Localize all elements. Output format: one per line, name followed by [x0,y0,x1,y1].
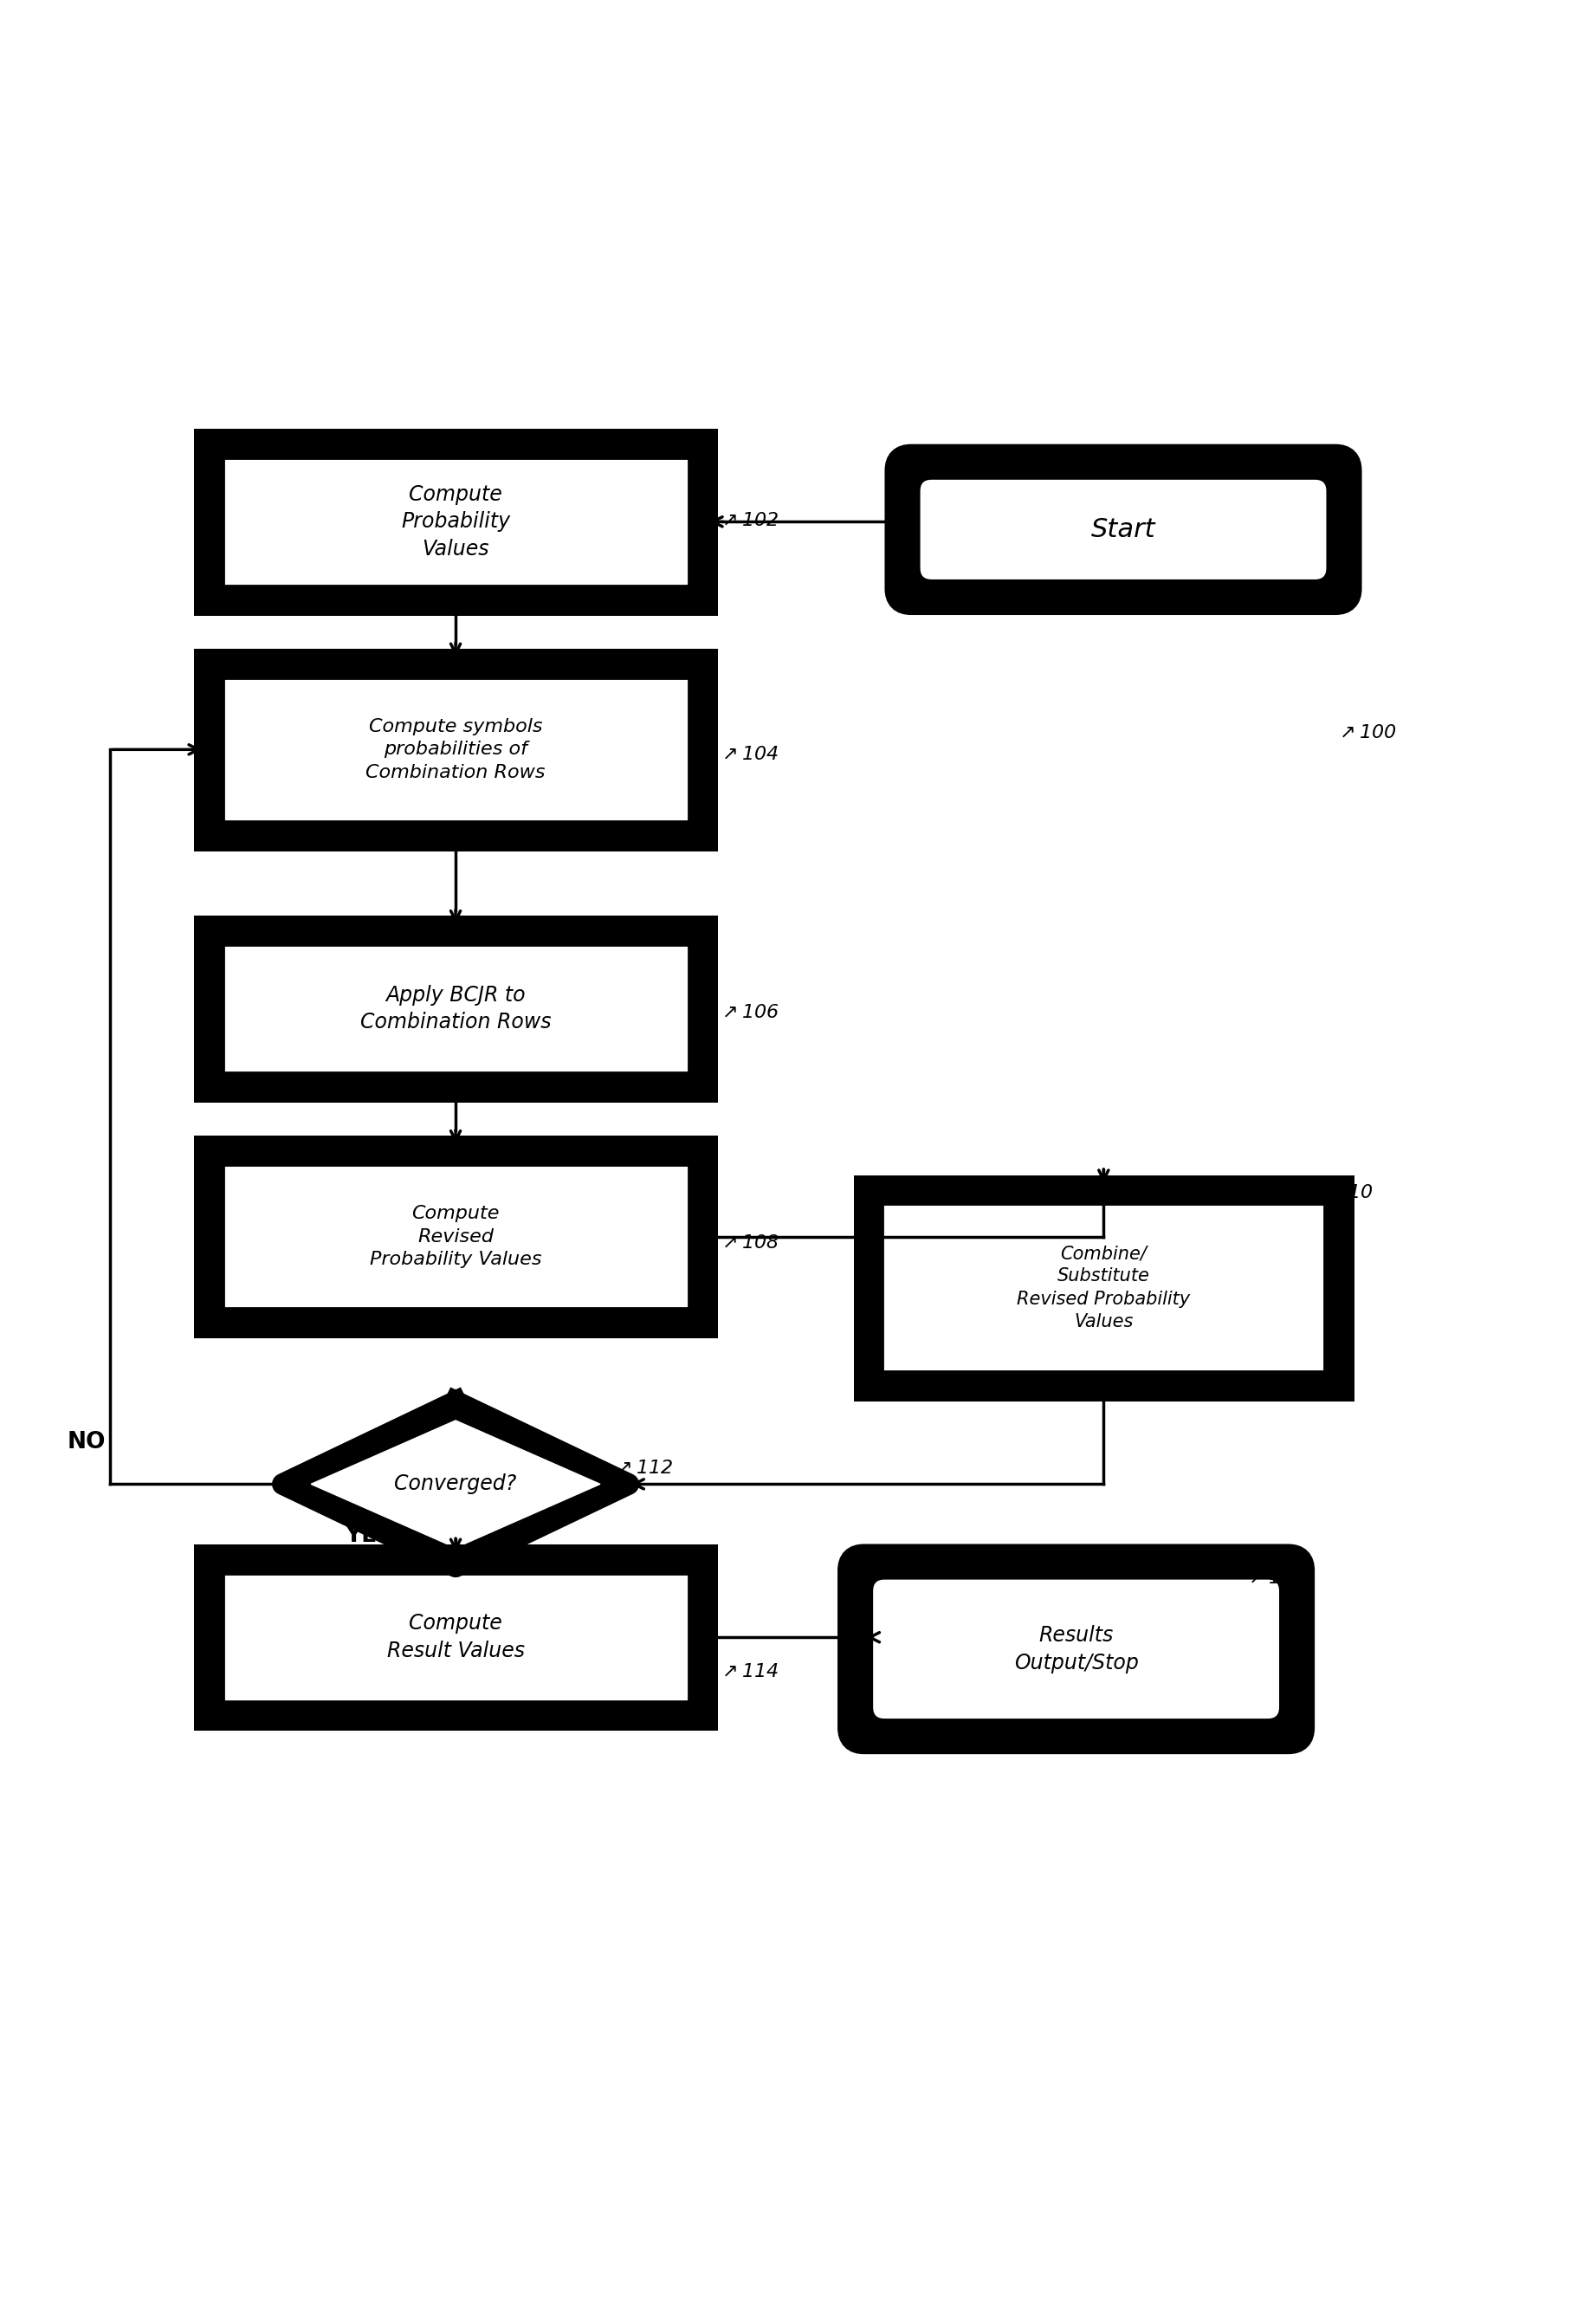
FancyBboxPatch shape [883,1204,1324,1371]
Text: NO: NO [68,1432,105,1452]
Text: $\nearrow$106: $\nearrow$106 [718,1004,779,1020]
Text: Converged?: Converged? [394,1473,517,1494]
Text: Combine/
Substitute
Revised Probability
Values: Combine/ Substitute Revised Probability … [1016,1246,1191,1332]
Text: YES: YES [344,1525,394,1548]
FancyBboxPatch shape [895,456,1351,604]
Text: $\nearrow$114: $\nearrow$114 [718,1664,779,1680]
FancyBboxPatch shape [204,1146,707,1327]
Text: $\nearrow$108: $\nearrow$108 [718,1234,779,1253]
Text: Compute
Probability
Values: Compute Probability Values [401,483,511,560]
Text: Compute
Revised
Probability Values: Compute Revised Probability Values [369,1206,542,1269]
Text: $\nearrow$100: $\nearrow$100 [1335,723,1397,741]
FancyBboxPatch shape [223,1164,688,1308]
FancyBboxPatch shape [204,927,707,1092]
FancyBboxPatch shape [872,1578,1280,1720]
FancyBboxPatch shape [223,458,688,586]
Text: Start: Start [1090,516,1156,541]
Text: $\nearrow$116: $\nearrow$116 [1244,1569,1306,1587]
FancyBboxPatch shape [848,1555,1304,1743]
FancyBboxPatch shape [223,679,688,820]
Text: $\nearrow$102: $\nearrow$102 [718,511,779,530]
Text: $\nearrow$110: $\nearrow$110 [1312,1185,1373,1202]
Text: Apply BCJR to
Combination Rows: Apply BCJR to Combination Rows [360,985,551,1032]
Text: $\nearrow$112: $\nearrow$112 [613,1459,674,1476]
Text: Results
Output/Stop: Results Output/Stop [1013,1624,1139,1673]
Polygon shape [311,1420,600,1548]
FancyBboxPatch shape [223,946,688,1071]
Text: Compute
Result Values: Compute Result Values [386,1613,525,1662]
Text: Compute symbols
probabilities of
Combination Rows: Compute symbols probabilities of Combina… [366,718,545,781]
Text: $\nearrow$104: $\nearrow$104 [718,746,779,762]
FancyBboxPatch shape [919,479,1327,581]
FancyBboxPatch shape [204,439,707,604]
FancyBboxPatch shape [204,660,707,839]
FancyBboxPatch shape [223,1573,688,1701]
FancyBboxPatch shape [204,1555,707,1720]
Polygon shape [283,1401,628,1566]
FancyBboxPatch shape [864,1185,1343,1390]
